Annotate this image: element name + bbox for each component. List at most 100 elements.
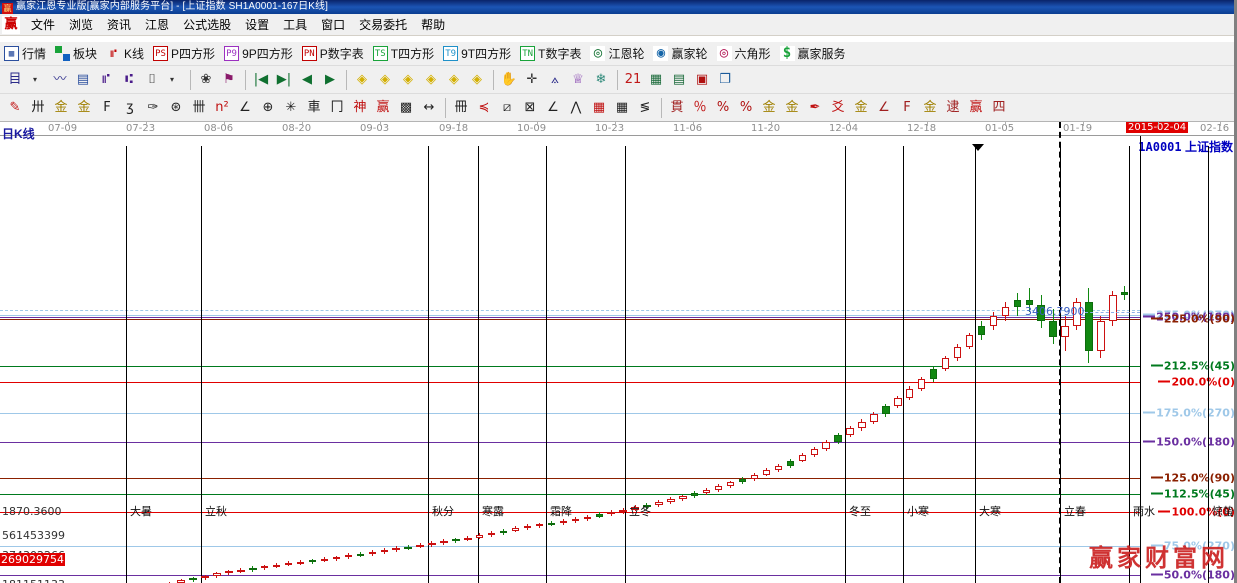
scribble-icon[interactable]: ❀ bbox=[200, 72, 212, 87]
ladder-icon[interactable]: 卌 bbox=[192, 100, 206, 115]
fan-red-icon[interactable]: ≼ bbox=[478, 100, 490, 115]
gann-fan-icon[interactable]: 卅 bbox=[31, 100, 45, 115]
shen-icon[interactable]: 神 bbox=[353, 100, 367, 115]
grid-red-icon[interactable]: ▦ bbox=[592, 100, 606, 115]
wave-icon[interactable]: 〰 bbox=[53, 72, 67, 87]
menu-item-0[interactable]: 文件 bbox=[31, 18, 56, 32]
zoom-out-diamond-icon[interactable]: ◈ bbox=[426, 72, 436, 87]
box-cross-icon[interactable]: ⊠ bbox=[524, 100, 536, 115]
menu-item-5[interactable]: 设置 bbox=[245, 18, 270, 32]
toolbar-button-K线[interactable]: ⑈ K线 bbox=[106, 45, 144, 62]
spiral-icon[interactable]: ʒ bbox=[126, 100, 134, 115]
prev-icon[interactable]: ◀ bbox=[302, 72, 312, 87]
fib-f-icon[interactable]: F bbox=[103, 100, 111, 115]
first-page-icon[interactable]: |◀ bbox=[253, 72, 269, 87]
volume-highlight-label[interactable]: 269029754 bbox=[0, 553, 65, 566]
toolbar-button-江恩轮[interactable]: ◎ 江恩轮 bbox=[590, 45, 644, 62]
angle3-icon[interactable]: ∠ bbox=[878, 100, 890, 115]
gold-ratio-2-icon[interactable]: 金 bbox=[77, 100, 91, 115]
toolbar-button-T数字表[interactable]: TN T数字表 bbox=[520, 45, 581, 62]
hand-icon[interactable]: ✋ bbox=[500, 72, 518, 87]
gold-circle-icon[interactable]: 金 bbox=[762, 100, 776, 115]
circle-grid-icon[interactable]: ⊛ bbox=[170, 100, 182, 115]
clipboard-icon[interactable]: ▤ bbox=[76, 72, 90, 87]
toolbar-button-赢家服务[interactable]: $ 赢家服务 bbox=[779, 45, 846, 62]
bars-3-icon[interactable]: ⑈ bbox=[102, 72, 110, 87]
menu-item-9[interactable]: 帮助 bbox=[421, 18, 446, 32]
table2-icon[interactable]: 冊 bbox=[454, 100, 468, 115]
cursor-line[interactable] bbox=[1059, 122, 1061, 583]
pen-tool-icon[interactable]: ✑ bbox=[147, 100, 159, 115]
gold-line2-icon[interactable]: 金 bbox=[923, 100, 937, 115]
dropdown-caret-icon-2[interactable]: ▾ bbox=[169, 74, 174, 84]
gold-line-icon[interactable]: 金 bbox=[785, 100, 799, 115]
menu-item-4[interactable]: 公式选股 bbox=[183, 18, 232, 32]
angle-icon[interactable]: ∠ bbox=[239, 100, 251, 115]
n-squared-icon[interactable]: n² bbox=[215, 100, 229, 115]
calendar-period-icon[interactable]: 目 bbox=[8, 72, 22, 87]
dropdown-caret-icon[interactable]: ▾ bbox=[32, 74, 37, 84]
toolbar-button-P数字表[interactable]: PN P数字表 bbox=[301, 45, 364, 62]
flag-icon[interactable]: ⚑ bbox=[223, 72, 235, 87]
brain-icon[interactable]: ❄ bbox=[595, 72, 607, 87]
ying-icon[interactable]: 赢 bbox=[376, 100, 390, 115]
next-icon[interactable]: ▶ bbox=[325, 72, 335, 87]
menu-item-3[interactable]: 江恩 bbox=[145, 18, 170, 32]
candle-body bbox=[464, 537, 472, 540]
bars-9-icon[interactable]: ⑆ bbox=[125, 72, 133, 87]
crosshair-icon[interactable]: ✛ bbox=[526, 72, 538, 87]
percent-icon[interactable]: % bbox=[716, 100, 730, 115]
pen-red2-icon[interactable]: ✒ bbox=[809, 100, 821, 115]
fan-red2-icon[interactable]: 爻 bbox=[831, 100, 845, 115]
menu-item-2[interactable]: 资讯 bbox=[107, 18, 132, 32]
ying2-icon[interactable]: 赢 bbox=[969, 100, 983, 115]
grid-fine-icon[interactable]: ▩ bbox=[399, 100, 413, 115]
zoom-fit-diamond-icon[interactable]: ◈ bbox=[449, 72, 459, 87]
gold-red-icon[interactable]: 金 bbox=[854, 100, 868, 115]
toolbar-button-T四方形[interactable]: TS T四方形 bbox=[372, 45, 434, 62]
calendar-21-icon[interactable]: 21 bbox=[624, 72, 642, 87]
zoom-reset-diamond-icon[interactable]: ◈ bbox=[472, 72, 482, 87]
mark-icon[interactable]: ⼌ bbox=[330, 100, 344, 115]
pen-red-icon[interactable]: ✎ bbox=[9, 100, 21, 115]
starburst-icon[interactable]: ✳ bbox=[285, 100, 297, 115]
grid-dark-icon[interactable]: ▦ bbox=[615, 100, 629, 115]
toolbar-button-9T四方形[interactable]: T9 9T四方形 bbox=[443, 45, 511, 62]
four-icon[interactable]: 四 bbox=[992, 100, 1006, 115]
zigzag-icon[interactable]: ⋀ bbox=[570, 100, 582, 115]
toolbar-button-行情[interactable]: ▦ 行情 bbox=[4, 45, 46, 62]
menu-item-8[interactable]: 交易委托 bbox=[359, 18, 408, 32]
f-line-icon[interactable]: F bbox=[903, 100, 911, 115]
lines-icon[interactable]: ≶ bbox=[639, 100, 651, 115]
menu-item-1[interactable]: 浏览 bbox=[69, 18, 94, 32]
report-icon[interactable]: ▤ bbox=[672, 72, 686, 87]
bars-calc-icon[interactable]: 貫 bbox=[670, 100, 684, 115]
ladder2-icon[interactable]: 逮 bbox=[946, 100, 960, 115]
zoom-in-diamond-icon[interactable]: ◈ bbox=[403, 72, 413, 87]
gold-ratio-1-icon[interactable]: 金 bbox=[54, 100, 68, 115]
box-diag-icon[interactable]: ⧄ bbox=[502, 100, 512, 115]
toolbar-button-板块[interactable]: 板块 bbox=[55, 45, 97, 62]
percent-red-icon[interactable]: ％ bbox=[693, 100, 707, 115]
toolbar-button-9P四方形[interactable]: P9 9P四方形 bbox=[224, 45, 293, 62]
percent-line-icon[interactable]: % bbox=[739, 100, 753, 115]
target-icon[interactable]: ⊕ bbox=[262, 100, 274, 115]
angle2-icon[interactable]: ∠ bbox=[547, 100, 559, 115]
toolbar-button-赢家轮[interactable]: ◉ 赢家轮 bbox=[653, 45, 708, 62]
table-icon[interactable]: ▦ bbox=[649, 72, 663, 87]
crown-icon[interactable]: ♕ bbox=[572, 72, 584, 87]
zoom-right-diamond-icon[interactable]: ◈ bbox=[380, 72, 390, 87]
toolbar-button-六角形[interactable]: ◎ 六角形 bbox=[716, 45, 771, 62]
last-page-icon[interactable]: ▶| bbox=[276, 72, 292, 87]
box-icon[interactable]: 車 bbox=[307, 100, 321, 115]
compass-icon[interactable]: ⟑ bbox=[551, 72, 559, 87]
menu-item-7[interactable]: 窗口 bbox=[321, 18, 346, 32]
save-icon[interactable]: ▣ bbox=[695, 72, 709, 87]
toolbar-button-P四方形[interactable]: PS P四方形 bbox=[153, 45, 215, 62]
chart-area[interactable]: 07-09 07-23 08-06 08-20 09-03 09-18 10-09 10-23… bbox=[0, 122, 1234, 583]
copy-icon[interactable]: ❐ bbox=[719, 72, 731, 87]
menu-item-6[interactable]: 工具 bbox=[283, 18, 308, 32]
candle-icon[interactable]: ⌷ bbox=[148, 72, 156, 87]
measure-icon[interactable]: ↔ bbox=[423, 100, 435, 115]
zoom-left-diamond-icon[interactable]: ◈ bbox=[357, 72, 367, 87]
